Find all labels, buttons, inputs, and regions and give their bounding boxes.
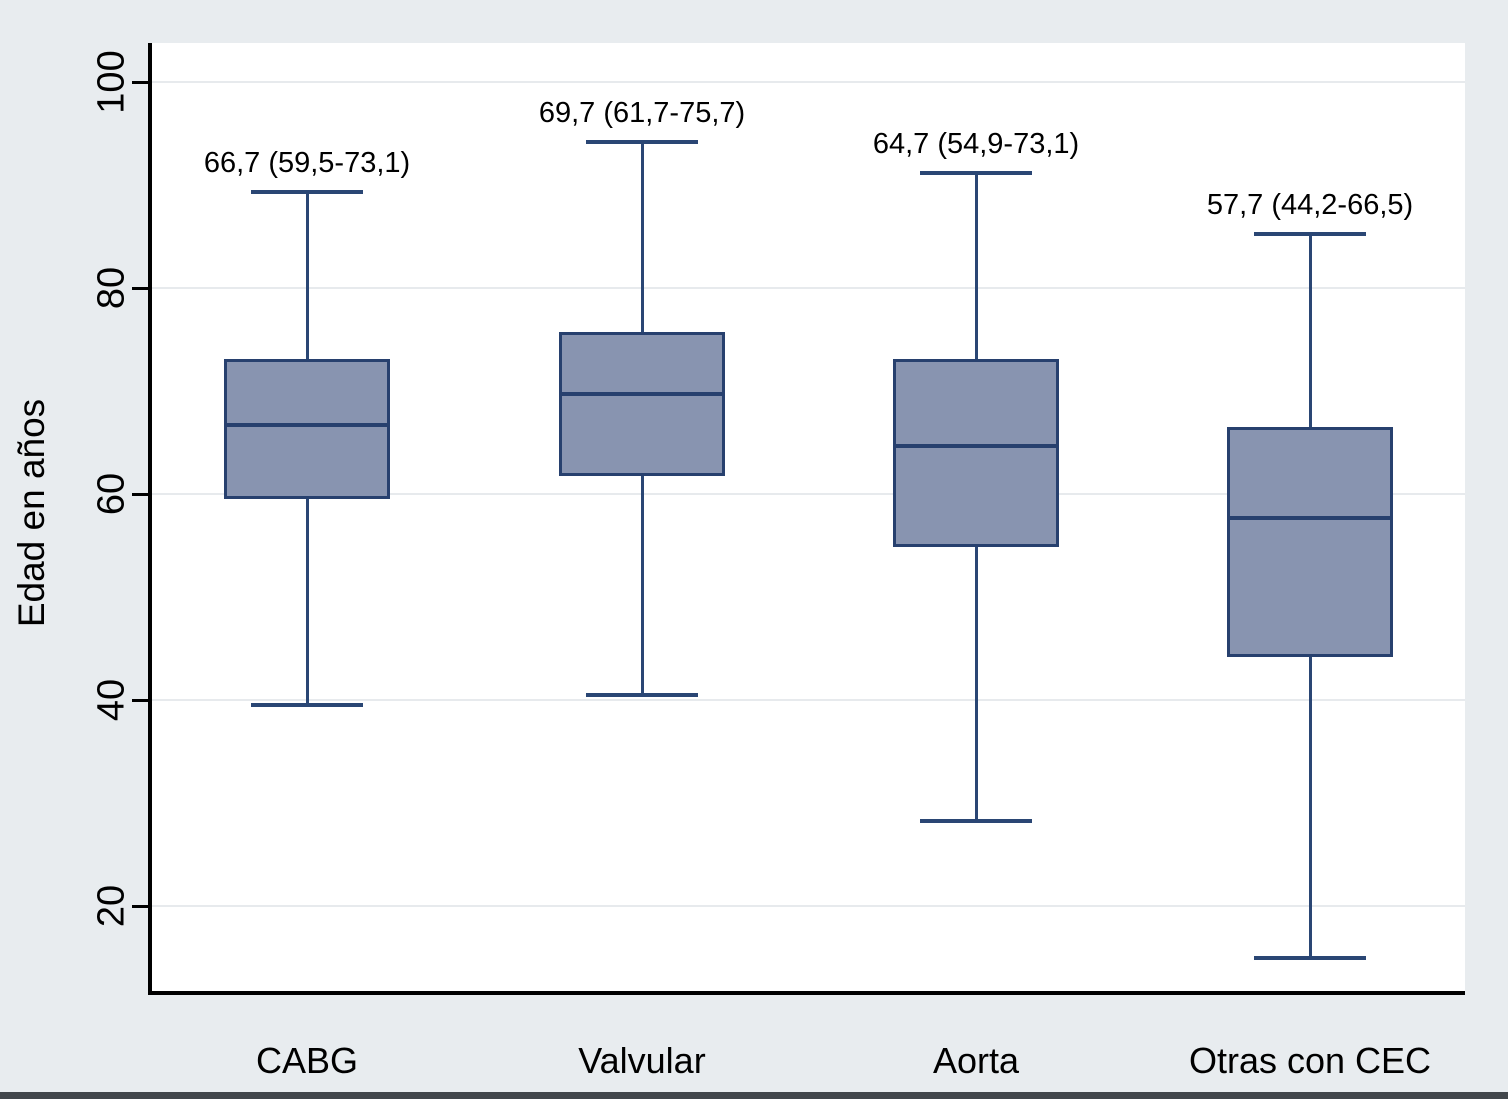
median-line <box>224 422 390 427</box>
y-tick <box>132 698 148 702</box>
box-annotation: 66,7 (59,5-73,1) <box>203 147 411 180</box>
y-tick-label: 100 <box>90 50 133 114</box>
median-line <box>1227 515 1393 520</box>
x-category-label: Otras con CEC <box>1188 1040 1432 1081</box>
x-category-label: CABG <box>255 1040 359 1081</box>
whisker-cap-top <box>920 170 1032 175</box>
y-tick <box>132 80 148 84</box>
y-tick-label: 60 <box>90 472 133 516</box>
y-tick-label: 40 <box>90 678 133 722</box>
box-annotation: 69,7 (61,7-75,7) <box>538 96 746 129</box>
gridline <box>152 905 1465 907</box>
box-rect <box>893 359 1059 547</box>
y-axis-line <box>148 43 152 995</box>
median-line <box>559 392 725 397</box>
bottom-edge-strip <box>0 1092 1508 1099</box>
whisker-cap-bottom <box>251 703 363 708</box>
whisker-cap-top <box>251 190 363 195</box>
y-tick <box>132 286 148 290</box>
y-tick-label: 20 <box>90 884 133 928</box>
gridline <box>152 81 1465 83</box>
whisker-cap-bottom <box>1254 955 1366 960</box>
box-rect <box>559 332 725 477</box>
x-category-label: Valvular <box>578 1040 706 1081</box>
box-rect <box>224 359 390 500</box>
whisker-cap-bottom <box>920 818 1032 823</box>
whisker-cap-top <box>1254 232 1366 237</box>
whisker-cap-bottom <box>586 692 698 697</box>
box-rect <box>1227 427 1393 657</box>
x-axis-line <box>148 991 1465 995</box>
gridline <box>152 699 1465 701</box>
box-annotation: 57,7 (44,2-66,5) <box>1206 189 1414 222</box>
box-annotation: 64,7 (54,9-73,1) <box>872 127 1080 160</box>
x-category-label: Aorta <box>932 1040 1020 1081</box>
y-axis-title: Edad en años <box>11 398 52 628</box>
whisker-cap-top <box>586 139 698 144</box>
y-tick-label: 80 <box>90 266 133 310</box>
gridline <box>152 493 1465 495</box>
median-line <box>893 443 1059 448</box>
y-tick <box>132 904 148 908</box>
gridline <box>152 287 1465 289</box>
y-tick <box>132 492 148 496</box>
